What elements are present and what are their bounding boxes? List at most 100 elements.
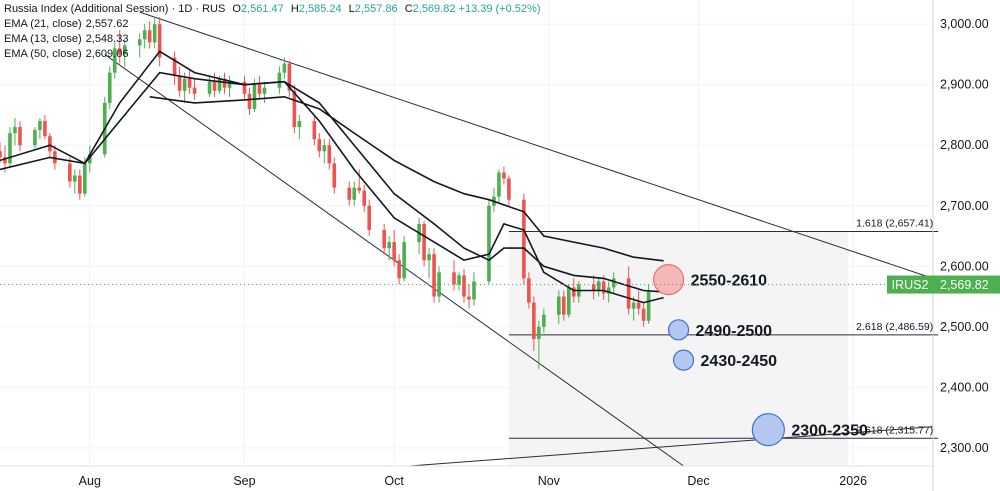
candle-body [262, 87, 267, 94]
candle-body [33, 130, 37, 146]
close-label: C [404, 3, 413, 15]
candle-body [332, 163, 337, 188]
candle-body [192, 87, 197, 94]
candle-body [3, 157, 7, 164]
y-tick-label: 3,000.00 [940, 17, 989, 31]
candle-body [497, 172, 501, 197]
candle-body [88, 154, 92, 164]
close-value: 2,569.82 [412, 3, 456, 15]
candle-body [636, 302, 641, 309]
candle-body [137, 39, 142, 46]
candle-body [242, 81, 247, 94]
candle-body [626, 278, 631, 309]
y-tick-label: 2,700.00 [940, 199, 989, 213]
low-value: 2,557.86 [354, 3, 398, 15]
candle-body [397, 260, 401, 279]
time-axis[interactable]: Aug Sep Oct Nov Dec 2026 [79, 474, 867, 488]
candle-body [367, 205, 372, 230]
legend-ema-row[interactable]: EMA (50, close) 2,609.06 [4, 47, 540, 62]
candle-body [357, 187, 362, 191]
x-tick-label: Dec [687, 474, 709, 488]
candle-body [601, 281, 606, 294]
candle-body [611, 278, 616, 288]
target-zone-marker[interactable] [751, 413, 785, 447]
ema-21-value: 2,557.62 [85, 18, 129, 30]
candle-body [392, 242, 396, 261]
fib-layer: 1.618 (2,657.41) 2.618 (2,486.59) 3.618 (2… [508, 218, 939, 466]
ema-layer [0, 50, 664, 304]
candle-body [561, 296, 566, 315]
candle-body [532, 302, 536, 339]
candle-body [591, 284, 596, 291]
price-axis[interactable]: 3,000.00 2,900.00 2,800.00 2,700.00 2,600.00… [940, 17, 989, 455]
ema-50-value: 2,609.06 [85, 48, 129, 60]
fib-level-label: 1.618 (2,657.41) [856, 218, 933, 230]
legend-ema-row[interactable]: EMA (13, close) 2,548.33 [4, 32, 540, 47]
candle-body [472, 281, 476, 300]
candle-body [352, 187, 357, 200]
trendline-rising-support[interactable] [409, 426, 934, 467]
trendline-upper-descending[interactable] [139, 11, 934, 279]
candle-body [646, 290, 651, 321]
candle-body [8, 133, 12, 164]
ema-line[interactable] [149, 95, 664, 262]
ema-line[interactable] [0, 71, 664, 293]
y-tick-label: 2,400.00 [940, 380, 989, 394]
candle-body [187, 78, 192, 88]
fib-level-label: 3.618 (2,315.77) [856, 424, 933, 436]
price-tag-box [933, 275, 1000, 294]
candle-body [347, 187, 352, 200]
candle-body [452, 272, 456, 285]
candle-body [487, 205, 491, 282]
price-tag-value: 2,569.82 [940, 278, 989, 292]
candle-body [152, 24, 157, 43]
candle-body [557, 296, 561, 315]
candle-body [48, 136, 52, 152]
candle-body [182, 78, 187, 91]
candle-body [53, 151, 57, 164]
target-zone-marker[interactable] [652, 264, 685, 296]
candle-body [571, 287, 576, 297]
candle-body [537, 326, 541, 339]
last-price-tag: IRUS2 2,569.82 [0, 275, 1000, 294]
zones-layer: 2550-2610 2490-2500 2430-2450 2300-2350 [652, 264, 868, 447]
candle-body [566, 287, 571, 315]
chart-legend: Russia Index (Additional Session) · 1D ·… [4, 2, 540, 62]
ema-line[interactable] [0, 50, 664, 304]
x-tick-label: Oct [384, 474, 404, 488]
low-label: L [348, 3, 355, 15]
candle-body [147, 30, 152, 43]
candle-body [312, 121, 317, 140]
high-value: 2,585.24 [298, 3, 342, 15]
open-label: O [232, 3, 241, 15]
target-zone-marker[interactable] [667, 319, 690, 341]
x-tick-label: 2026 [839, 474, 867, 488]
candle-body [73, 175, 77, 182]
candle-body [252, 84, 257, 109]
target-zone-marker[interactable] [672, 349, 695, 371]
candle-body [362, 190, 367, 206]
candle-body [432, 254, 436, 297]
candle-body [382, 229, 386, 249]
symbol-title[interactable]: Russia Index (Additional Session) · 1D ·… [4, 3, 226, 15]
candle-body [507, 178, 511, 200]
target-zone-label: 2300-2350 [791, 423, 868, 440]
candle-body [641, 308, 646, 321]
candle-body [257, 84, 262, 94]
candle-body [437, 272, 441, 297]
legend-ema-row[interactable]: EMA (21, close) 2,557.62 [4, 17, 540, 32]
candle-body [207, 81, 212, 94]
candle-body [527, 278, 531, 303]
candle-body [142, 30, 147, 40]
candle-body [38, 121, 42, 131]
x-tick-label: Nov [538, 474, 561, 488]
symbol-tag-label: IRUS2 [892, 278, 929, 292]
candle-body [157, 24, 162, 58]
candle-body [112, 48, 117, 73]
x-tick-label: Aug [79, 474, 101, 488]
candle-body [0, 151, 2, 158]
ema-21-name: EMA (21, close) [4, 18, 82, 30]
y-tick-label: 2,300.00 [940, 441, 989, 455]
